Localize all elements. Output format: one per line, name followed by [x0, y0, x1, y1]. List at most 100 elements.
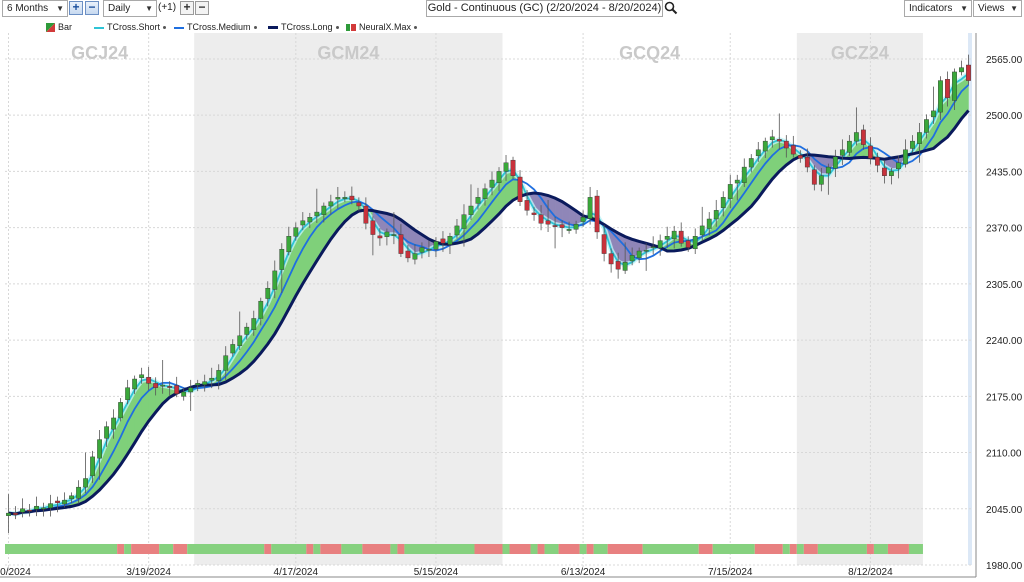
grid-lines — [5, 33, 972, 575]
candle-body — [875, 156, 880, 166]
price-chart[interactable]: GCJ24 GCM24 GCQ24 GCZ24 2565.00 2500.00 2435.… — [0, 33, 1024, 582]
neuralx-segment — [306, 544, 314, 554]
candle-body — [335, 197, 341, 200]
candle-body — [69, 495, 74, 500]
candle-body — [531, 212, 537, 215]
contract-band-label: GCZ24 — [831, 43, 889, 63]
interval-dropdown[interactable]: Daily ▼ — [103, 0, 157, 17]
neuralx-segment — [558, 544, 580, 554]
settings-dot-icon[interactable] — [414, 26, 418, 30]
candle-body — [265, 287, 271, 299]
legend-item-bar[interactable]: Bar — [46, 20, 72, 34]
indicators-label: Indicators — [909, 3, 953, 14]
candle-body — [601, 234, 607, 254]
candle-body — [615, 261, 621, 270]
candle-body — [783, 140, 789, 149]
line-swatch-icon — [174, 26, 184, 29]
candle-body — [931, 110, 936, 118]
x-tick-label: 6/13/2024 — [561, 567, 606, 578]
views-dropdown[interactable]: Views ▼ — [973, 0, 1022, 17]
zoom-out-button[interactable]: − — [85, 1, 99, 15]
candle-body — [832, 156, 838, 169]
settings-dot-icon[interactable] — [335, 26, 339, 30]
neuralx-strip — [5, 544, 923, 554]
candle-body — [237, 335, 243, 346]
candle-body — [573, 223, 579, 230]
neuralx-segment — [908, 544, 923, 554]
search-icon[interactable] — [664, 1, 678, 15]
legend-item-neuralx-max[interactable]: NeuralX.Max — [346, 20, 418, 34]
candle-body — [286, 236, 292, 253]
indicators-dropdown[interactable]: Indicators ▼ — [904, 0, 972, 17]
legend-item-tcross-short[interactable]: TCross.Short — [94, 20, 167, 34]
candle-body — [447, 236, 453, 245]
candle-body — [398, 234, 404, 254]
candle-body — [104, 426, 110, 439]
candle-body — [608, 253, 614, 265]
neuralx-segment — [159, 544, 174, 554]
y-tick-label: 2240.00 — [986, 336, 1023, 347]
neuralx-segment — [593, 544, 608, 554]
neuralx-segment — [173, 544, 188, 554]
candle-body — [419, 247, 425, 253]
candle-body — [664, 236, 670, 240]
candle-body — [797, 155, 803, 159]
neuralx-segment — [712, 544, 755, 554]
settings-dot-icon[interactable] — [253, 26, 257, 30]
x-tick-label: 4/17/2024 — [274, 567, 319, 578]
candle-body — [952, 71, 957, 101]
period-label: 6 Months — [7, 3, 49, 14]
settings-dot-icon[interactable] — [163, 26, 167, 30]
x-tick-label: 5/15/2024 — [414, 567, 459, 578]
candle-body — [510, 159, 516, 176]
candle-body — [426, 249, 432, 251]
neuralx-segment — [586, 544, 594, 554]
neuralx-segment — [124, 544, 132, 554]
toolbar: 6 Months ▼ + − Daily ▼ (+1) + − Gold - C… — [0, 0, 1024, 17]
candle-body — [230, 344, 236, 354]
candle-body — [202, 381, 208, 385]
candle-body — [896, 162, 901, 170]
candle-body — [559, 224, 565, 228]
line-swatch-icon — [94, 26, 104, 29]
candle-body — [55, 500, 60, 503]
candle-body — [13, 512, 18, 516]
x-tick-label: 3/19/2024 — [126, 567, 171, 578]
candle-body — [889, 171, 894, 176]
neuralx-segment — [313, 544, 321, 554]
legend-item-tcross-long[interactable]: TCross.Long — [268, 20, 339, 34]
candle-body — [216, 370, 222, 381]
x-tick-label: 7/15/2024 — [708, 567, 753, 578]
candle-body — [580, 217, 586, 222]
candle-body — [321, 205, 327, 215]
contract-band-label: GCQ24 — [619, 43, 680, 63]
candle-body — [482, 188, 488, 199]
candle-body — [349, 195, 355, 201]
candle-body — [132, 378, 138, 390]
candle-body — [377, 235, 383, 239]
candle-body — [258, 300, 264, 319]
legend-item-tcross-medium[interactable]: TCross.Medium — [174, 20, 257, 34]
zoom-in-button[interactable]: + — [69, 1, 83, 15]
candle-body — [503, 162, 509, 172]
neuralx-segment — [782, 544, 790, 554]
period-dropdown[interactable]: 6 Months ▼ — [2, 0, 68, 17]
neuralx-segment — [642, 544, 699, 554]
candle-body — [825, 166, 831, 174]
offset-plus-button[interactable]: + — [180, 1, 194, 15]
neuralx-segment — [866, 544, 874, 554]
offset-minus-button[interactable]: − — [195, 1, 209, 15]
neuralx-segment — [5, 544, 118, 554]
candle-body — [433, 241, 439, 250]
candle-body — [552, 225, 558, 227]
candle-body — [804, 156, 810, 168]
legend-label: Bar — [58, 22, 73, 32]
legend: Bar TCross.Short TCross.Medium TCross.Lo… — [0, 20, 1024, 34]
candle-body — [314, 211, 320, 217]
candle-body — [293, 227, 299, 237]
candle-body — [97, 439, 102, 459]
symbol-title[interactable]: Gold - Continuous (GC) (2/20/2024 - 8/20… — [426, 0, 663, 17]
candle-body — [188, 387, 194, 393]
candle-body — [83, 478, 88, 488]
neuralx-segment — [887, 544, 909, 554]
